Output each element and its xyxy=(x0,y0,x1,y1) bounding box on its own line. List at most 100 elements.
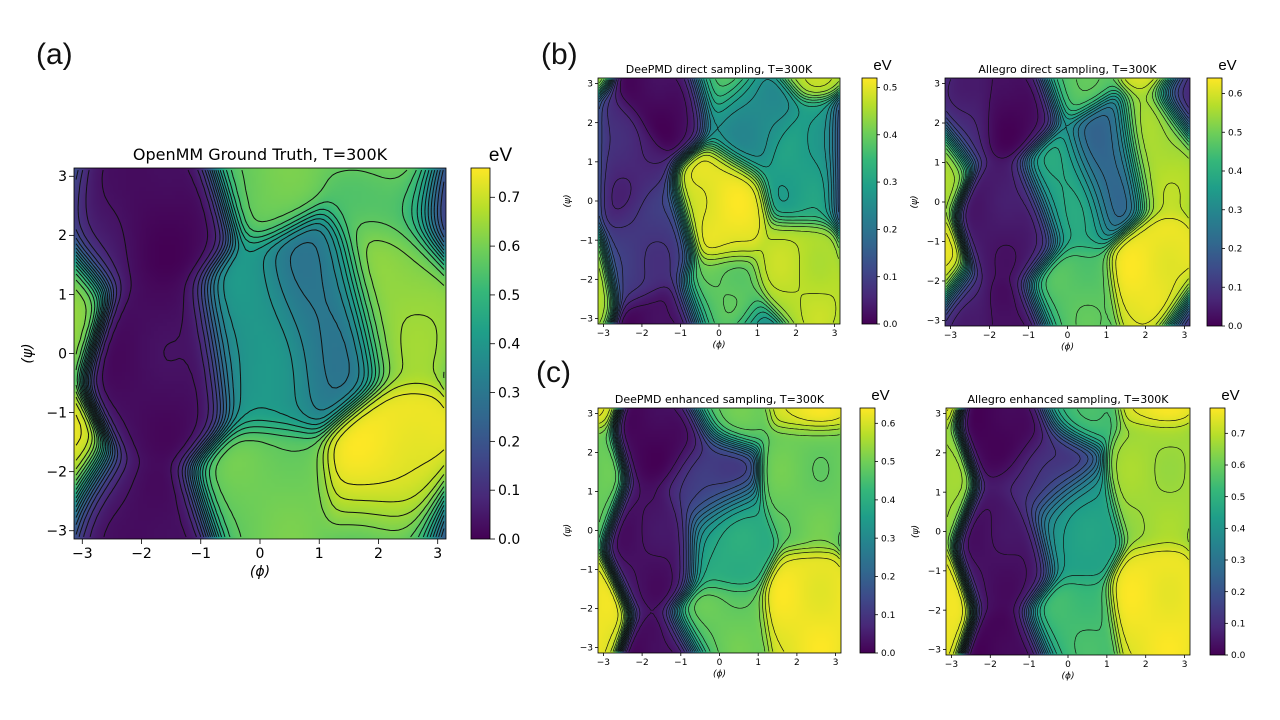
colorbar-tick-label: 0.3 xyxy=(1231,556,1245,566)
contour-level xyxy=(691,160,760,249)
contour-level xyxy=(956,409,1097,654)
contour-level xyxy=(946,79,1189,325)
y-tick-label: 3 xyxy=(935,410,941,420)
x-tick-label: −3 xyxy=(945,660,958,670)
contour-level xyxy=(75,382,445,503)
colorbar-tick-label: 0.4 xyxy=(1231,524,1246,534)
chart-title: DeePMD direct sampling, T=300K xyxy=(626,63,813,76)
x-tick-label: 0 xyxy=(716,329,722,339)
colorbar xyxy=(470,167,491,540)
contour-level xyxy=(599,409,840,652)
x-tick-label: 0 xyxy=(1065,660,1071,670)
y-axis-label: (ψ) xyxy=(910,196,920,209)
colorbar-tick-label: 0.5 xyxy=(498,288,520,304)
y-tick-label: −3 xyxy=(46,524,67,540)
contour-level xyxy=(75,169,224,538)
y-tick-label: −1 xyxy=(928,567,941,577)
colorbar-tick-label: 0.7 xyxy=(498,190,520,206)
contour-level xyxy=(598,79,840,323)
colorbar-tick-label: 0.2 xyxy=(881,573,895,583)
heatmap-image xyxy=(598,78,840,324)
contour-level xyxy=(619,79,688,323)
contour-level xyxy=(600,79,701,323)
contour-level xyxy=(953,409,1105,654)
chart-3: DeePMD enhanced sampling, T=300K −3 −2 −1 0 1… xyxy=(563,387,896,680)
y-tick-label: 1 xyxy=(934,159,940,169)
contour-lines xyxy=(75,169,445,538)
contour-level xyxy=(946,79,1189,325)
contour-level xyxy=(610,409,703,652)
contour-level xyxy=(603,409,758,652)
colorbar-tick-label: 0.7 xyxy=(1231,429,1245,439)
contour-level xyxy=(598,79,840,323)
contour-level xyxy=(599,409,840,652)
contour-level xyxy=(599,409,775,652)
x-tick-label: 1 xyxy=(755,658,761,668)
contour-level xyxy=(946,79,1189,325)
y-tick-label: −1 xyxy=(580,236,593,246)
contour-level xyxy=(598,79,839,323)
panel-label-a: (a) xyxy=(36,38,73,71)
y-tick-label: −2 xyxy=(928,606,941,616)
colorbar-tick-label: 0.4 xyxy=(1228,167,1243,177)
heatmap-image xyxy=(74,168,446,539)
contour-level xyxy=(946,79,1189,325)
y-tick-label: 2 xyxy=(587,449,593,459)
contour-level xyxy=(612,409,696,652)
contour-level xyxy=(598,79,840,323)
y-tick-label: 0 xyxy=(587,197,593,207)
contour-level xyxy=(952,409,1120,654)
y-tick-label: 0 xyxy=(587,527,593,537)
y-tick-label: 3 xyxy=(58,169,67,185)
colorbar-tick-label: 0.1 xyxy=(1231,619,1245,629)
contour-level xyxy=(947,409,1129,654)
contour-level xyxy=(946,79,1189,325)
y-tick-label: 2 xyxy=(58,228,67,244)
contour-level xyxy=(85,169,217,538)
chart-4: Allegro enhanced sampling, T=300K −3 −2 −1 0… xyxy=(911,387,1246,682)
x-tick-label: 3 xyxy=(832,329,838,339)
colorbar xyxy=(1209,407,1226,656)
colorbar-tick-label: 0.3 xyxy=(883,178,897,188)
colorbar-unit-label: eV xyxy=(489,145,513,166)
contour-level xyxy=(599,409,779,652)
x-tick-label: 0 xyxy=(1065,331,1071,341)
colorbar-tick-label: 0.6 xyxy=(881,419,896,429)
contour-level xyxy=(599,409,840,652)
heatmap-image xyxy=(946,408,1190,655)
y-tick-label: −1 xyxy=(46,405,67,421)
chart-0: OpenMM Ground Truth, T=300K −3 −2 −1 0 1 2 3 −3 −… xyxy=(20,145,520,580)
contour-level xyxy=(946,79,1189,325)
colorbar-tick-label: 0.5 xyxy=(1231,493,1245,503)
contour-level xyxy=(684,79,837,323)
contour-level xyxy=(988,79,1039,325)
contour-level xyxy=(946,79,1189,325)
contour-level xyxy=(959,409,1081,654)
x-tick-label: −2 xyxy=(635,329,648,339)
y-tick-label: 3 xyxy=(587,410,593,420)
colorbar xyxy=(1206,77,1223,327)
chart-title: OpenMM Ground Truth, T=300K xyxy=(133,145,388,164)
x-tick-label: −3 xyxy=(944,331,957,341)
y-tick-label: 1 xyxy=(587,158,593,168)
contour-level xyxy=(946,79,1189,325)
contour-level xyxy=(599,409,840,652)
colorbar-tick-label: 0.1 xyxy=(881,611,895,621)
contour-level xyxy=(606,409,754,652)
contour-lines xyxy=(946,79,1189,325)
y-tick-label: −2 xyxy=(46,465,67,481)
contour-level xyxy=(946,79,1189,325)
contour-level xyxy=(946,79,1189,325)
colorbar-tick-label: 0.1 xyxy=(1228,283,1242,293)
contour-level xyxy=(947,409,1189,654)
x-tick-label: 3 xyxy=(1182,331,1188,341)
contour-level xyxy=(946,79,1189,325)
contour-level xyxy=(950,409,1123,654)
x-tick-label: −2 xyxy=(983,331,996,341)
y-tick-label: 2 xyxy=(587,119,593,129)
contour-level xyxy=(949,409,1125,654)
contour-level xyxy=(75,169,445,538)
y-tick-label: 2 xyxy=(935,449,941,459)
y-tick-label: 1 xyxy=(935,488,941,498)
contour-level xyxy=(967,409,1035,654)
